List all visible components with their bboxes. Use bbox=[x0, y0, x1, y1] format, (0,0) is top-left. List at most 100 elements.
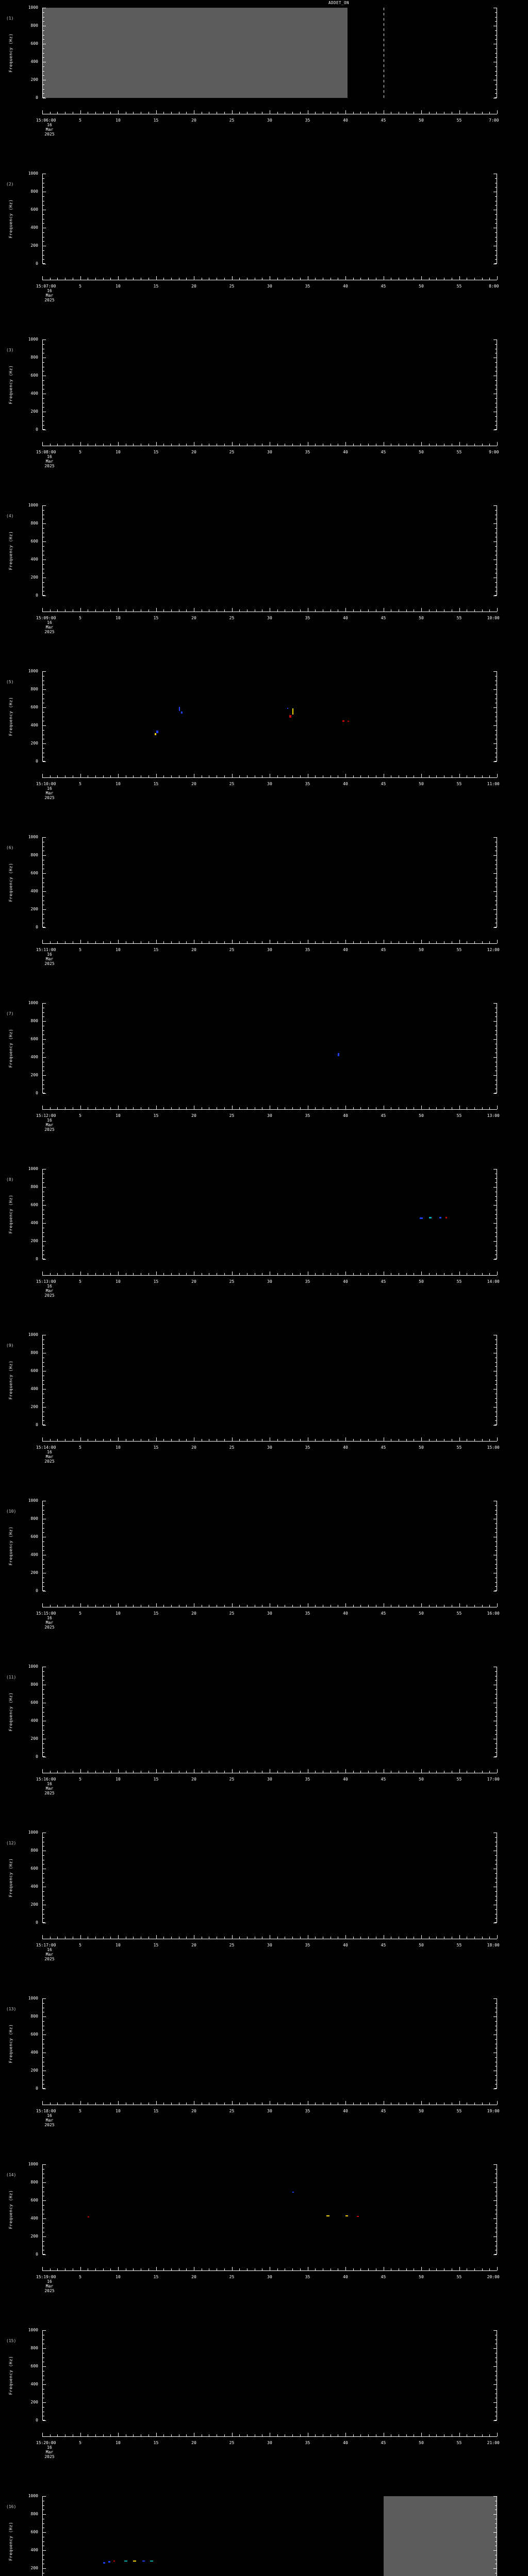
plot-area[interactable] bbox=[42, 2496, 497, 2576]
y-axis-tick bbox=[495, 75, 497, 76]
x-axis-tick bbox=[57, 2434, 58, 2436]
x-axis-tick bbox=[345, 1769, 346, 1773]
x-tick-label: 30 bbox=[267, 450, 272, 454]
plot-area[interactable] bbox=[42, 2330, 497, 2421]
x-axis-date-stack: 16 Mar 2025 bbox=[44, 1782, 54, 1795]
x-tick-label: 40 bbox=[343, 1445, 348, 1450]
y-axis-tick bbox=[495, 205, 497, 206]
y-axis-tick bbox=[43, 2550, 46, 2551]
x-axis-tick bbox=[232, 1272, 233, 1275]
x-axis-tick bbox=[459, 1106, 460, 1109]
y-axis-tick bbox=[495, 546, 497, 547]
y-axis-tick bbox=[43, 1505, 44, 1506]
x-axis-tick bbox=[110, 2434, 111, 2436]
date-line: 16 bbox=[47, 1450, 52, 1454]
plot-area[interactable] bbox=[42, 1003, 497, 1094]
detection-mark bbox=[154, 733, 156, 735]
x-axis-tick bbox=[57, 278, 58, 280]
x-axis-end-label: 20:00 bbox=[487, 2275, 500, 2279]
date-line: 16 bbox=[47, 454, 52, 459]
y-tick-label-group: 0 200 400 600 800 1000 bbox=[0, 2328, 41, 2422]
x-tick-label: 45 bbox=[381, 1279, 386, 1284]
x-axis-tick bbox=[246, 444, 248, 446]
plot-area[interactable] bbox=[42, 837, 497, 928]
y-axis-tick bbox=[43, 1671, 44, 1672]
x-axis-tick bbox=[277, 1439, 278, 1441]
plot-area[interactable] bbox=[42, 1169, 497, 1260]
y-axis-tick bbox=[493, 1075, 497, 1076]
x-axis-tick bbox=[80, 2267, 81, 2270]
x-axis-tick bbox=[171, 775, 172, 777]
y-tick-label: 400 bbox=[30, 2050, 38, 2055]
y-axis-tick bbox=[495, 2406, 497, 2408]
x-axis-tick bbox=[239, 112, 240, 114]
y-axis-tick bbox=[43, 837, 46, 838]
x-tick-label: 15 bbox=[153, 1445, 159, 1450]
y-tick-label: 800 bbox=[30, 521, 38, 526]
plot-area[interactable] bbox=[42, 505, 497, 596]
y-axis-tick bbox=[495, 57, 497, 58]
x-axis-tick bbox=[103, 1107, 104, 1109]
plot-area[interactable] bbox=[42, 1998, 497, 2089]
x-axis-tick bbox=[489, 1605, 490, 1607]
plot-area[interactable] bbox=[42, 1501, 497, 1591]
x-axis-tick bbox=[300, 112, 301, 114]
panel-index-label: (6) bbox=[6, 845, 14, 850]
x-axis-tick bbox=[436, 941, 437, 943]
y-axis-tick bbox=[495, 1030, 497, 1031]
y-axis-tick bbox=[493, 523, 497, 524]
x-axis-tick bbox=[489, 1771, 490, 1773]
x-axis-tick bbox=[118, 2101, 119, 2105]
y-tick-label: 0 bbox=[36, 2418, 38, 2422]
date-line: Mar bbox=[45, 127, 54, 132]
x-tick-label: 40 bbox=[343, 1611, 348, 1616]
x-axis-date-stack: 16 Mar 2025 bbox=[44, 1616, 54, 1630]
y-axis-tick bbox=[43, 236, 44, 238]
x-axis-tick bbox=[497, 1437, 498, 1441]
plot-area[interactable] bbox=[42, 1833, 497, 1923]
plot-area[interactable] bbox=[42, 1667, 497, 1757]
y-axis-tick bbox=[43, 1021, 46, 1022]
x-axis-tick bbox=[474, 775, 475, 777]
y-tick-label: 200 bbox=[30, 2234, 38, 2239]
y-axis-tick bbox=[43, 1900, 44, 1901]
y-axis-left-spine bbox=[42, 8, 43, 98]
x-axis-tick bbox=[118, 276, 119, 280]
x-axis-tick bbox=[474, 2268, 475, 2270]
plot-area[interactable] bbox=[42, 174, 497, 264]
x-tick-label: 25 bbox=[229, 1445, 235, 1450]
date-line: 2025 bbox=[44, 298, 55, 302]
y-axis-tick bbox=[495, 178, 497, 179]
y-axis-tick bbox=[495, 1680, 497, 1681]
y-axis-tick bbox=[495, 1344, 497, 1345]
x-axis-tick bbox=[50, 112, 51, 114]
y-axis-tick bbox=[43, 380, 44, 381]
x-tick-label: 20 bbox=[191, 782, 196, 786]
spectrogram-panel: (7) Frequency (Hz) 0 200 400 600 800 1000 15:12:… bbox=[0, 1001, 528, 1169]
x-axis-tick bbox=[482, 609, 483, 612]
y-axis-tick bbox=[495, 1582, 497, 1583]
x-tick-label: 15 bbox=[153, 1611, 159, 1616]
x-axis-tick bbox=[80, 774, 81, 777]
x-axis-tick bbox=[368, 2434, 369, 2436]
y-tick-label-group: 0 200 400 600 800 1000 bbox=[0, 1665, 41, 1759]
plot-area[interactable] bbox=[42, 1335, 497, 1426]
y-axis-tick bbox=[43, 425, 44, 426]
y-axis-tick bbox=[495, 1743, 497, 1744]
x-axis-tick bbox=[110, 1273, 111, 1275]
plot-area[interactable] bbox=[42, 671, 497, 762]
date-line: Mar bbox=[45, 459, 54, 464]
x-axis-tick bbox=[95, 1937, 96, 1939]
y-axis-tick bbox=[495, 1730, 497, 1731]
x-axis-start-label: 15:16:00 bbox=[36, 1777, 56, 1782]
y-tick-label: 0 bbox=[36, 95, 38, 100]
y-axis-tick bbox=[495, 1707, 497, 1708]
y-tick-label: 600 bbox=[30, 2032, 38, 2037]
plot-area[interactable] bbox=[42, 8, 497, 98]
plot-area[interactable] bbox=[42, 340, 497, 430]
x-axis-tick bbox=[232, 2433, 233, 2436]
x-axis-tick bbox=[118, 1603, 119, 1607]
x-tick-label: 50 bbox=[419, 1611, 424, 1616]
x-axis-tick bbox=[482, 941, 483, 943]
plot-area[interactable] bbox=[42, 2164, 497, 2255]
